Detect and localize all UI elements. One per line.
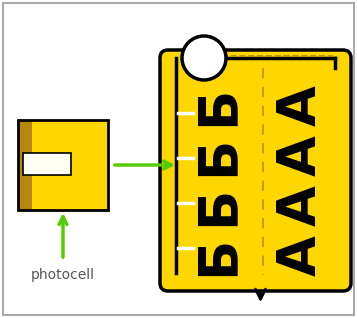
- Bar: [182, 56, 337, 70]
- Bar: [168, 56, 343, 76]
- Circle shape: [182, 36, 226, 80]
- Text: photocell: photocell: [31, 268, 95, 282]
- Text: Б: Б: [191, 236, 243, 276]
- Text: Б: Б: [191, 186, 243, 226]
- Text: Б: Б: [191, 136, 243, 176]
- Bar: [18, 120, 108, 210]
- Text: А: А: [275, 86, 327, 127]
- Bar: [23, 153, 71, 175]
- Bar: [18, 120, 32, 210]
- Bar: [26, 156, 68, 172]
- Text: Б: Б: [191, 86, 243, 126]
- FancyBboxPatch shape: [160, 50, 351, 291]
- Text: А: А: [275, 186, 327, 226]
- Bar: [32, 120, 108, 210]
- Text: А: А: [275, 135, 327, 176]
- Text: А: А: [275, 236, 327, 276]
